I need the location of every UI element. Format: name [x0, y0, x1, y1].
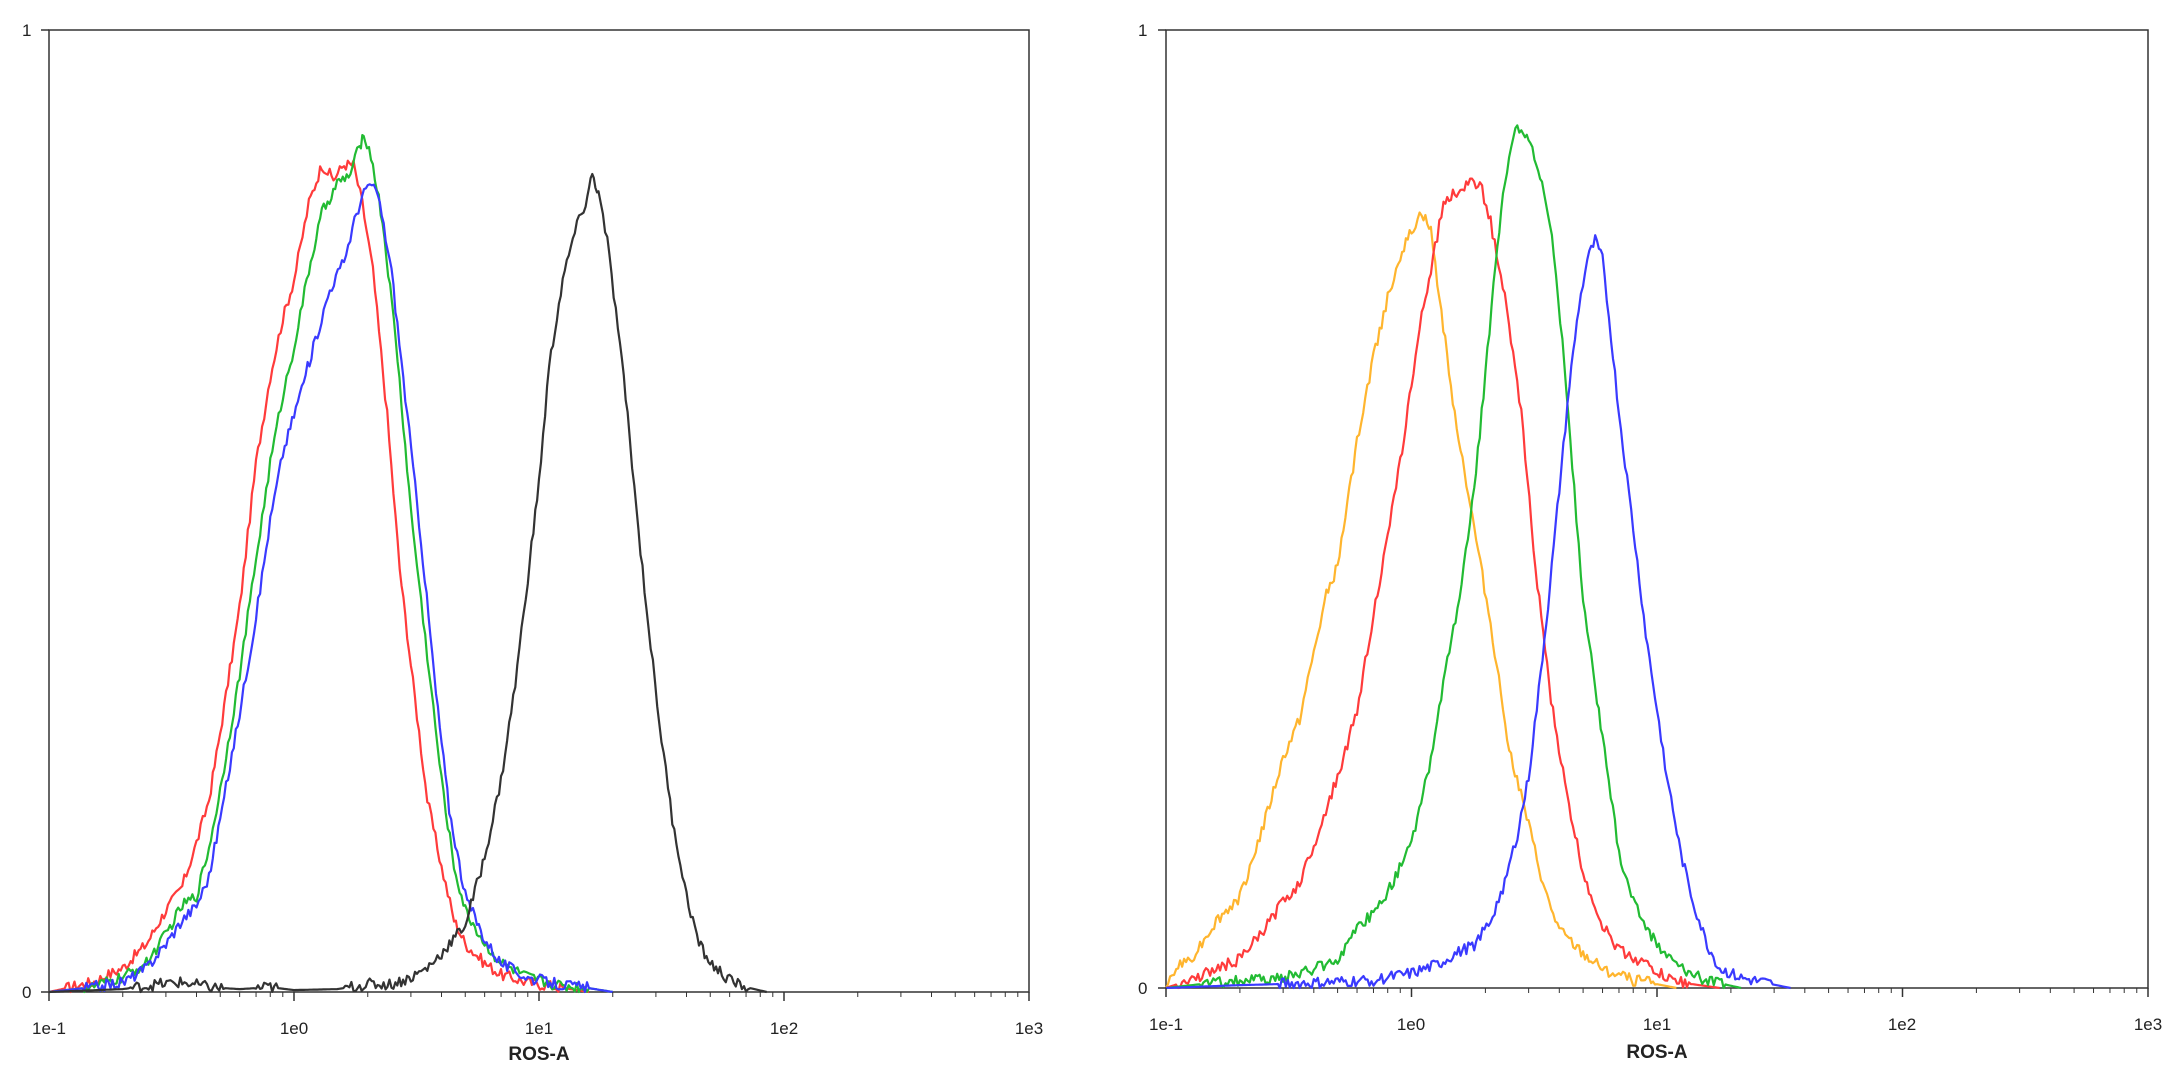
left-x-tick-label-3: 1e1	[525, 1019, 553, 1038]
right-histogram-chart: 1 0 1e-1 1e0 1e1 1e2 1e3 ROS-A	[1138, 21, 2162, 1063]
right-series-1-curve	[1165, 211, 1677, 990]
left-x-ticks	[48, 992, 1030, 1001]
left-series-3-curve	[48, 183, 613, 994]
right-series-4-curve	[1165, 234, 1791, 990]
left-x-tick-label-4: 1e2	[770, 1019, 798, 1038]
left-x-tick-label-2: 1e0	[280, 1019, 308, 1038]
left-y-tick-label-bottom: 0	[22, 983, 31, 1002]
left-histogram-chart: 1 0 1e-1 1e0 1e1 1e2 1e3 ROS-A	[22, 21, 1043, 1065]
left-x-tick-label-1: 1e-1	[32, 1019, 66, 1038]
right-x-ticks	[1165, 988, 2149, 997]
left-curves	[48, 134, 767, 994]
right-x-axis-title: ROS-A	[1626, 1042, 1688, 1063]
right-x-tick-label-5: 1e3	[2134, 1015, 2162, 1034]
left-series-4-curve	[48, 172, 767, 994]
right-y-tick-label-bottom: 0	[1138, 979, 1147, 998]
left-y-tick-label-top: 1	[22, 21, 31, 40]
right-series-2-curve	[1165, 177, 1720, 990]
right-y-tick-label-top: 1	[1138, 21, 1147, 40]
right-x-tick-label-2: 1e0	[1397, 1015, 1425, 1034]
right-curves	[1165, 124, 1791, 990]
right-x-tick-label-3: 1e1	[1643, 1015, 1671, 1034]
right-series-3-curve	[1165, 124, 1742, 990]
left-series-1-curve	[48, 159, 590, 994]
right-x-tick-label-4: 1e2	[1888, 1015, 1916, 1034]
right-x-tick-label-1: 1e-1	[1149, 1015, 1183, 1034]
right-plot-frame	[1165, 29, 2149, 989]
left-plot-frame	[48, 29, 1030, 993]
left-x-tick-label-5: 1e3	[1015, 1019, 1043, 1038]
left-x-axis-title: ROS-A	[508, 1044, 570, 1065]
